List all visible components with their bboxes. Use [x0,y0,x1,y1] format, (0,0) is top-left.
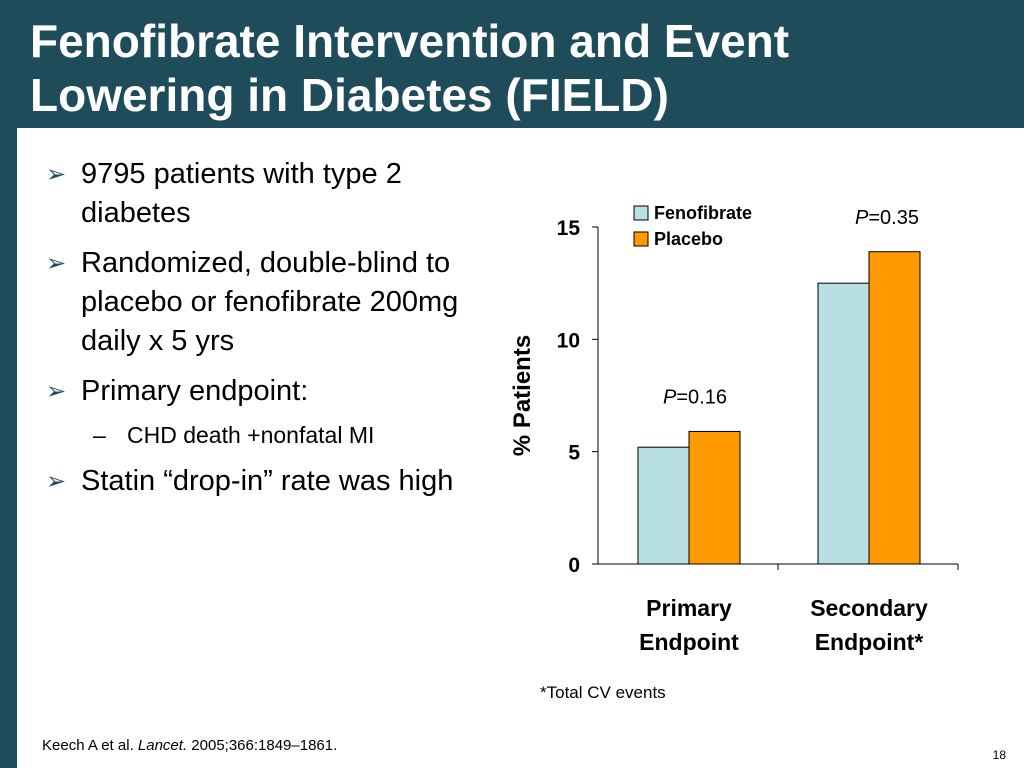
left-accent-bar [0,128,17,768]
y-tick-label: 10 [557,329,580,352]
y-tick-label: 0 [568,554,580,577]
title-bar: Fenofibrate Intervention and Event Lower… [0,0,1024,128]
p-value-text: =0.35 [868,207,919,229]
citation-journal: Lancet. [137,737,188,754]
dash-bullet-icon: – [93,422,106,448]
bar-chart: 0 5 10 15 % Patients Primary Endpoint Secondary… [509,203,959,655]
bar-placebo [688,430,741,565]
p-value-text: =0.16 [676,386,727,408]
x-category-label: Primary [646,595,732,621]
p-value-annotation: P=0.35 [855,207,919,229]
page-number: 18 [992,748,1006,762]
slide-title-line-1: Fenofibrate Intervention and Event [30,15,790,67]
bullet-item: ➢ Randomized, double-blind to placebo or… [44,244,494,361]
y-axis-label: % Patients [509,335,536,456]
p-value-symbol: P [855,207,869,229]
bullet-list: ➢ 9795 patients with type 2 diabetes ➢ R… [44,155,494,512]
legend-swatch-placebo [633,231,649,247]
sub-bullet-item: – CHD death +nonfatal MI [44,420,494,450]
arrow-bullet-icon: ➢ [46,468,67,495]
legend-swatch-fenofibrate [633,205,649,221]
citation-authors: Keech A et al. [42,737,138,754]
slide-title-line-2: Lowering in Diabetes (FIELD) [30,69,669,121]
bullet-text: 9795 patients with type 2 diabetes [81,158,402,229]
y-tick-label: 15 [557,217,581,240]
x-category-label: Secondary [810,595,928,621]
bullet-text: Randomized, double-blind to placebo or f… [81,247,459,357]
x-category-label: Endpoint [639,629,739,655]
arrow-bullet-icon: ➢ [46,250,67,277]
bullet-text: Primary endpoint: [81,375,309,407]
arrow-bullet-icon: ➢ [46,378,67,405]
citation: Keech A et al. Lancet. 2005;366:1849–186… [42,737,337,754]
bullet-item: ➢ 9795 patients with type 2 diabetes [44,155,494,233]
bar-fenofibrate [637,446,690,565]
y-tick-label: 5 [568,442,580,465]
footnote: *Total CV events [540,683,666,702]
bullet-item: ➢ Primary endpoint: [44,372,494,411]
p-value-symbol: P [663,386,677,408]
bullet-item: ➢ Statin “drop-in” rate was high [44,462,494,501]
arrow-bullet-icon: ➢ [46,161,67,188]
x-category-label: Endpoint* [815,629,924,655]
p-value-annotation: P=0.16 [663,386,727,408]
bar-placebo [868,251,921,565]
legend-label-placebo: Placebo [654,229,723,249]
bar-fenofibrate [817,282,870,565]
sub-bullet-text: CHD death +nonfatal MI [127,422,375,448]
citation-details: 2005;366:1849–1861. [187,737,338,754]
legend-label-fenofibrate: Fenofibrate [654,203,752,223]
slide-title: Fenofibrate Intervention and Event Lower… [30,14,1010,122]
bullet-text: Statin “drop-in” rate was high [81,465,454,497]
